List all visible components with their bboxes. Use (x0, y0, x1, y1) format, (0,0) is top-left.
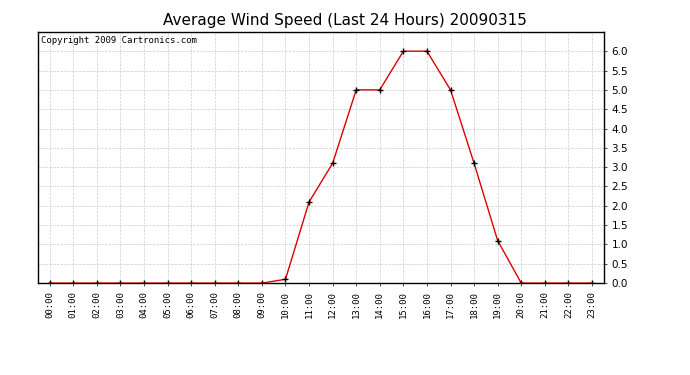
Text: Copyright 2009 Cartronics.com: Copyright 2009 Cartronics.com (41, 36, 197, 45)
Text: Average Wind Speed (Last 24 Hours) 20090315: Average Wind Speed (Last 24 Hours) 20090… (163, 13, 527, 28)
